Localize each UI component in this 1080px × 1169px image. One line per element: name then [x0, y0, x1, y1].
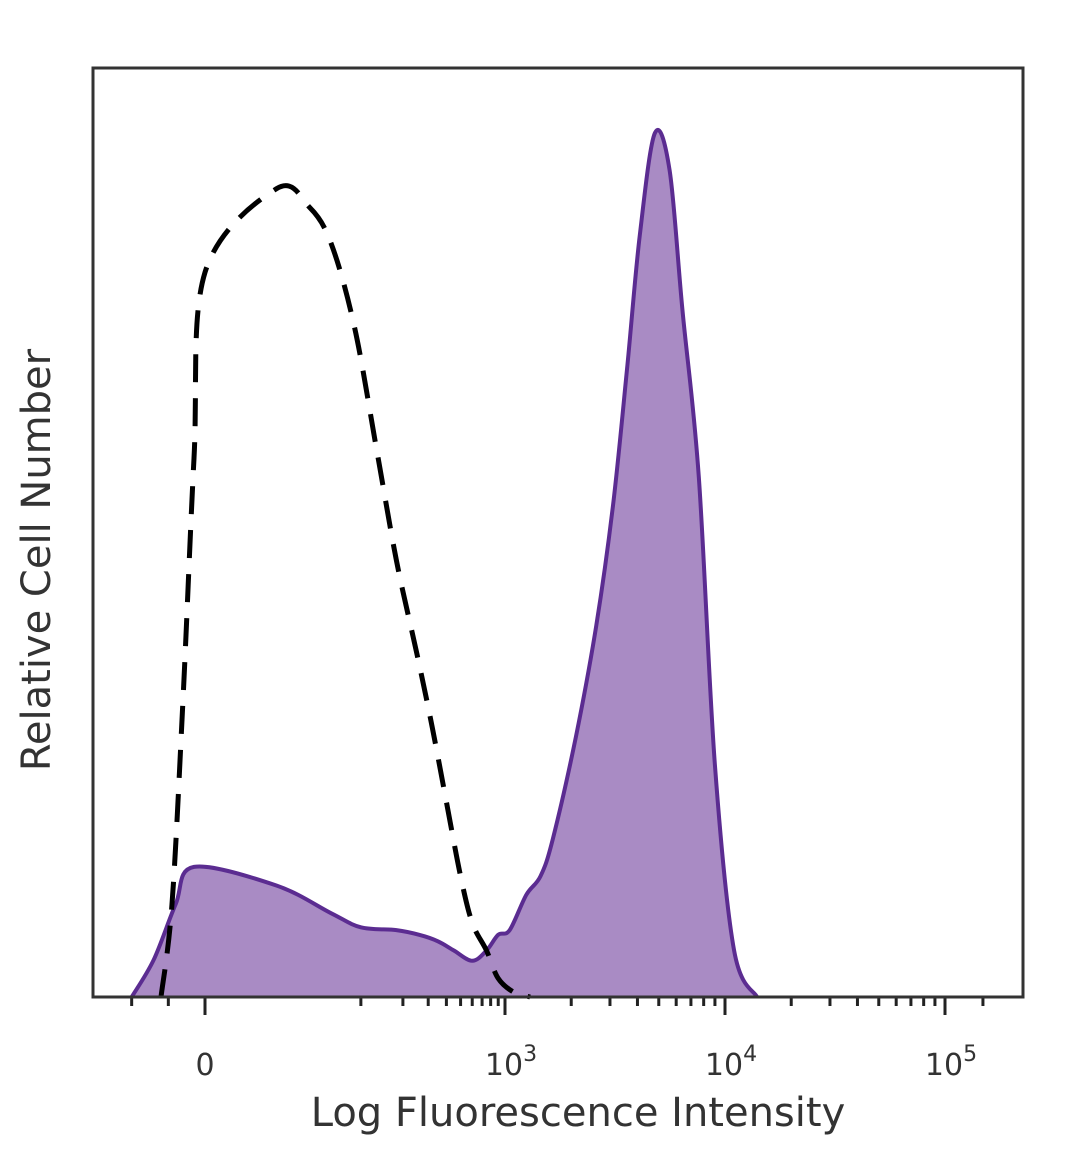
- x-tick-label: 0: [195, 1048, 214, 1083]
- series-0-line: [158, 183, 531, 1000]
- x-axis-title: Log Fluorescence Intensity: [311, 1090, 846, 1136]
- series-1-line: [129, 128, 759, 999]
- series-1-area: [131, 129, 758, 998]
- x-tick-label-base: 10: [485, 1048, 523, 1083]
- x-tick-label-base: 10: [705, 1048, 743, 1083]
- x-tick-label: 105: [925, 1042, 977, 1083]
- x-axis: 0 103 104 105: [130, 997, 985, 1083]
- x-tick-label-base: 10: [925, 1048, 963, 1083]
- x-tick-label: 104: [705, 1042, 757, 1083]
- x-tick-label-exponent: 5: [963, 1042, 977, 1067]
- y-axis-title: Relative Cell Number: [14, 348, 60, 771]
- series-layer: [129, 128, 759, 1000]
- plot-frame: [91, 66, 1025, 999]
- x-tick-label: 103: [485, 1042, 537, 1083]
- x-tick-label-exponent: 3: [523, 1042, 537, 1067]
- x-tick-label-exponent: 4: [743, 1042, 757, 1067]
- x-tick-label-base: 0: [195, 1048, 214, 1083]
